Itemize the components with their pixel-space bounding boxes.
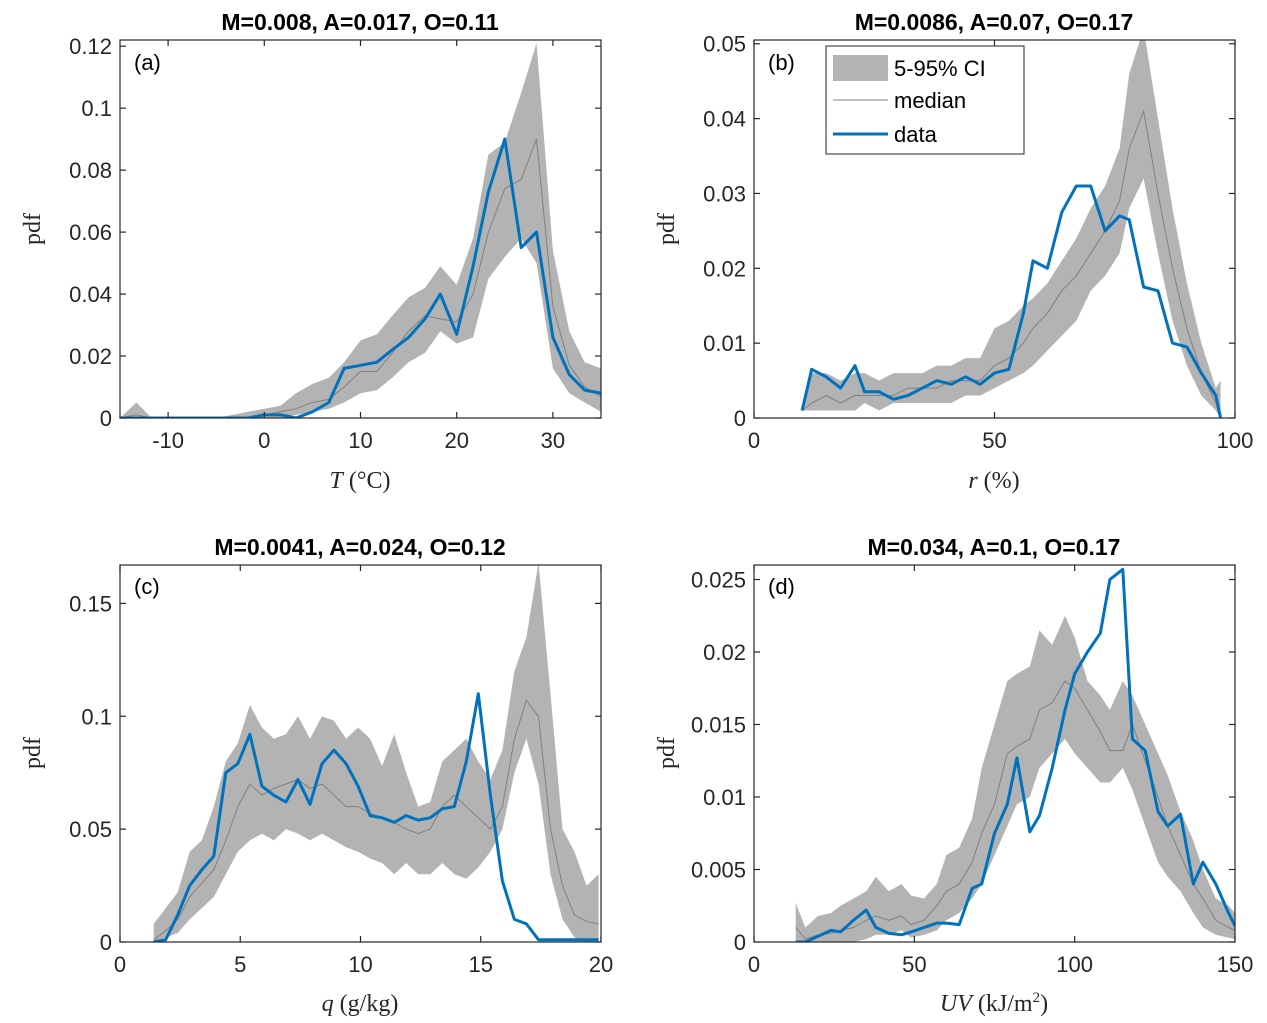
- ci-band-c: [153, 565, 599, 942]
- ytick-label: 0.02: [703, 640, 746, 665]
- ci-band-a: [120, 43, 601, 418]
- ci-band-d: [795, 615, 1235, 942]
- ytick-label: 0.015: [691, 713, 746, 738]
- ytick-label: 0.15: [69, 591, 112, 616]
- panel-c-ylabel: pdf: [20, 737, 46, 769]
- panel-d-axes-box: [753, 564, 1236, 943]
- panel-d-plot-area: [795, 567, 1235, 942]
- panel-d-title: M=0.034, A=0.1, O=0.17: [868, 534, 1121, 560]
- data-line-d: [795, 567, 1235, 942]
- panel-b-title: M=0.0086, A=0.07, O=0.17: [855, 9, 1134, 35]
- panel-b-label: (b): [768, 50, 795, 75]
- data-line-a: [120, 137, 601, 418]
- xtick-label: -10: [152, 428, 184, 453]
- panel-a-ticks: -10 0 10 20 30 0 0.02 0.04 0.06 0.08 0.1 0.12: [69, 34, 601, 453]
- legend: 5-95% CI median data: [825, 45, 1025, 155]
- panel-c-ticks: 0 5 10 15 20 0 0.05 0.1 0.15: [69, 565, 613, 977]
- xtick-label: 20: [589, 952, 613, 977]
- ytick-label: 0.05: [703, 32, 746, 57]
- xtick-label: 20: [444, 428, 468, 453]
- xtick-label: 0: [748, 952, 760, 977]
- ytick-label: 0.1: [81, 96, 112, 121]
- panel-a: M=0.008, A=0.017, O=0.11 -10 0 10 20 30 0 0.02…: [20, 9, 602, 494]
- panel-d-ylabel: pdf: [654, 737, 680, 769]
- legend-data-label: data: [894, 122, 938, 147]
- xtick-label: 100: [1056, 952, 1093, 977]
- legend-ci-swatch: [833, 55, 888, 81]
- xtick-label: 10: [348, 428, 372, 453]
- panel-a-title: M=0.008, A=0.017, O=0.11: [221, 9, 498, 35]
- ytick-label: 0.02: [69, 344, 112, 369]
- ytick-label: 0.1: [81, 704, 112, 729]
- xtick-label: 30: [541, 428, 565, 453]
- ytick-label: 0.02: [703, 256, 746, 281]
- panel-d: M=0.034, A=0.1, O=0.17 0 50 100 150 0 0.005 0.…: [654, 534, 1253, 1017]
- xtick-label: 150: [1217, 952, 1254, 977]
- ytick-label: 0.08: [69, 158, 112, 183]
- panel-b-ticks: 0 50 100 0 0.01 0.02 0.03 0.04 0.05: [703, 32, 1253, 453]
- xtick-label: 0: [258, 428, 270, 453]
- xtick-label: 15: [469, 952, 493, 977]
- data-line-b: [800, 184, 1223, 418]
- panel-a-ylabel: pdf: [20, 213, 46, 245]
- legend-median-label: median: [894, 88, 966, 113]
- xtick-label: 50: [982, 428, 1006, 453]
- panel-c-xlabel: q (g/kg): [322, 991, 399, 1017]
- panel-a-xlabel: T (°C): [330, 468, 391, 494]
- panel-d-label: (d): [768, 574, 795, 599]
- ytick-label: 0.01: [703, 785, 746, 810]
- ytick-label: 0.05: [69, 817, 112, 842]
- median-line-b: [801, 109, 1222, 418]
- ytick-label: 0.025: [691, 568, 746, 593]
- panel-b-ylabel: pdf: [654, 213, 680, 245]
- xtick-label: 10: [348, 952, 372, 977]
- panel-d-ticks: 0 50 100 150 0 0.005 0.01 0.015 0.02 0.025: [691, 565, 1253, 977]
- xtick-label: 100: [1217, 428, 1254, 453]
- panel-b: M=0.0086, A=0.07, O=0.17 0 50 100 0 0.01 0.02…: [654, 9, 1253, 494]
- panel-a-label: (a): [134, 50, 161, 75]
- ytick-label: 0.06: [69, 220, 112, 245]
- xtick-label: 0: [114, 952, 126, 977]
- legend-ci-label: 5-95% CI: [894, 56, 986, 81]
- xtick-label: 0: [748, 428, 760, 453]
- data-line-c: [153, 692, 599, 942]
- xtick-label: 50: [902, 952, 926, 977]
- panel-a-plot-area: [120, 43, 601, 418]
- ytick-label: 0.12: [69, 34, 112, 59]
- panel-c-plot-area: [153, 565, 599, 942]
- median-line-a: [120, 138, 601, 418]
- panel-d-xlabel: UV (kJ/m2): [940, 990, 1048, 1017]
- ytick-label: 0: [100, 406, 112, 431]
- ytick-label: 0.03: [703, 181, 746, 206]
- ytick-label: 0: [734, 930, 746, 955]
- panel-b-xlabel: r (%): [968, 468, 1019, 494]
- ytick-label: 0.005: [691, 858, 746, 883]
- panel-b-plot-area: [800, 40, 1223, 418]
- ytick-label: 0: [100, 930, 112, 955]
- ytick-label: 0: [734, 406, 746, 431]
- ytick-label: 0.04: [703, 107, 746, 132]
- panel-c-label: (c): [134, 574, 160, 599]
- ytick-label: 0.04: [69, 282, 112, 307]
- ytick-label: 0.01: [703, 331, 746, 356]
- panel-c: M=0.0041, A=0.024, O=0.12 0 5 10 15 2000.050…: [20, 534, 613, 1017]
- xtick-label: 5: [234, 952, 246, 977]
- panel-c-title: M=0.0041, A=0.024, O=0.12: [214, 534, 505, 560]
